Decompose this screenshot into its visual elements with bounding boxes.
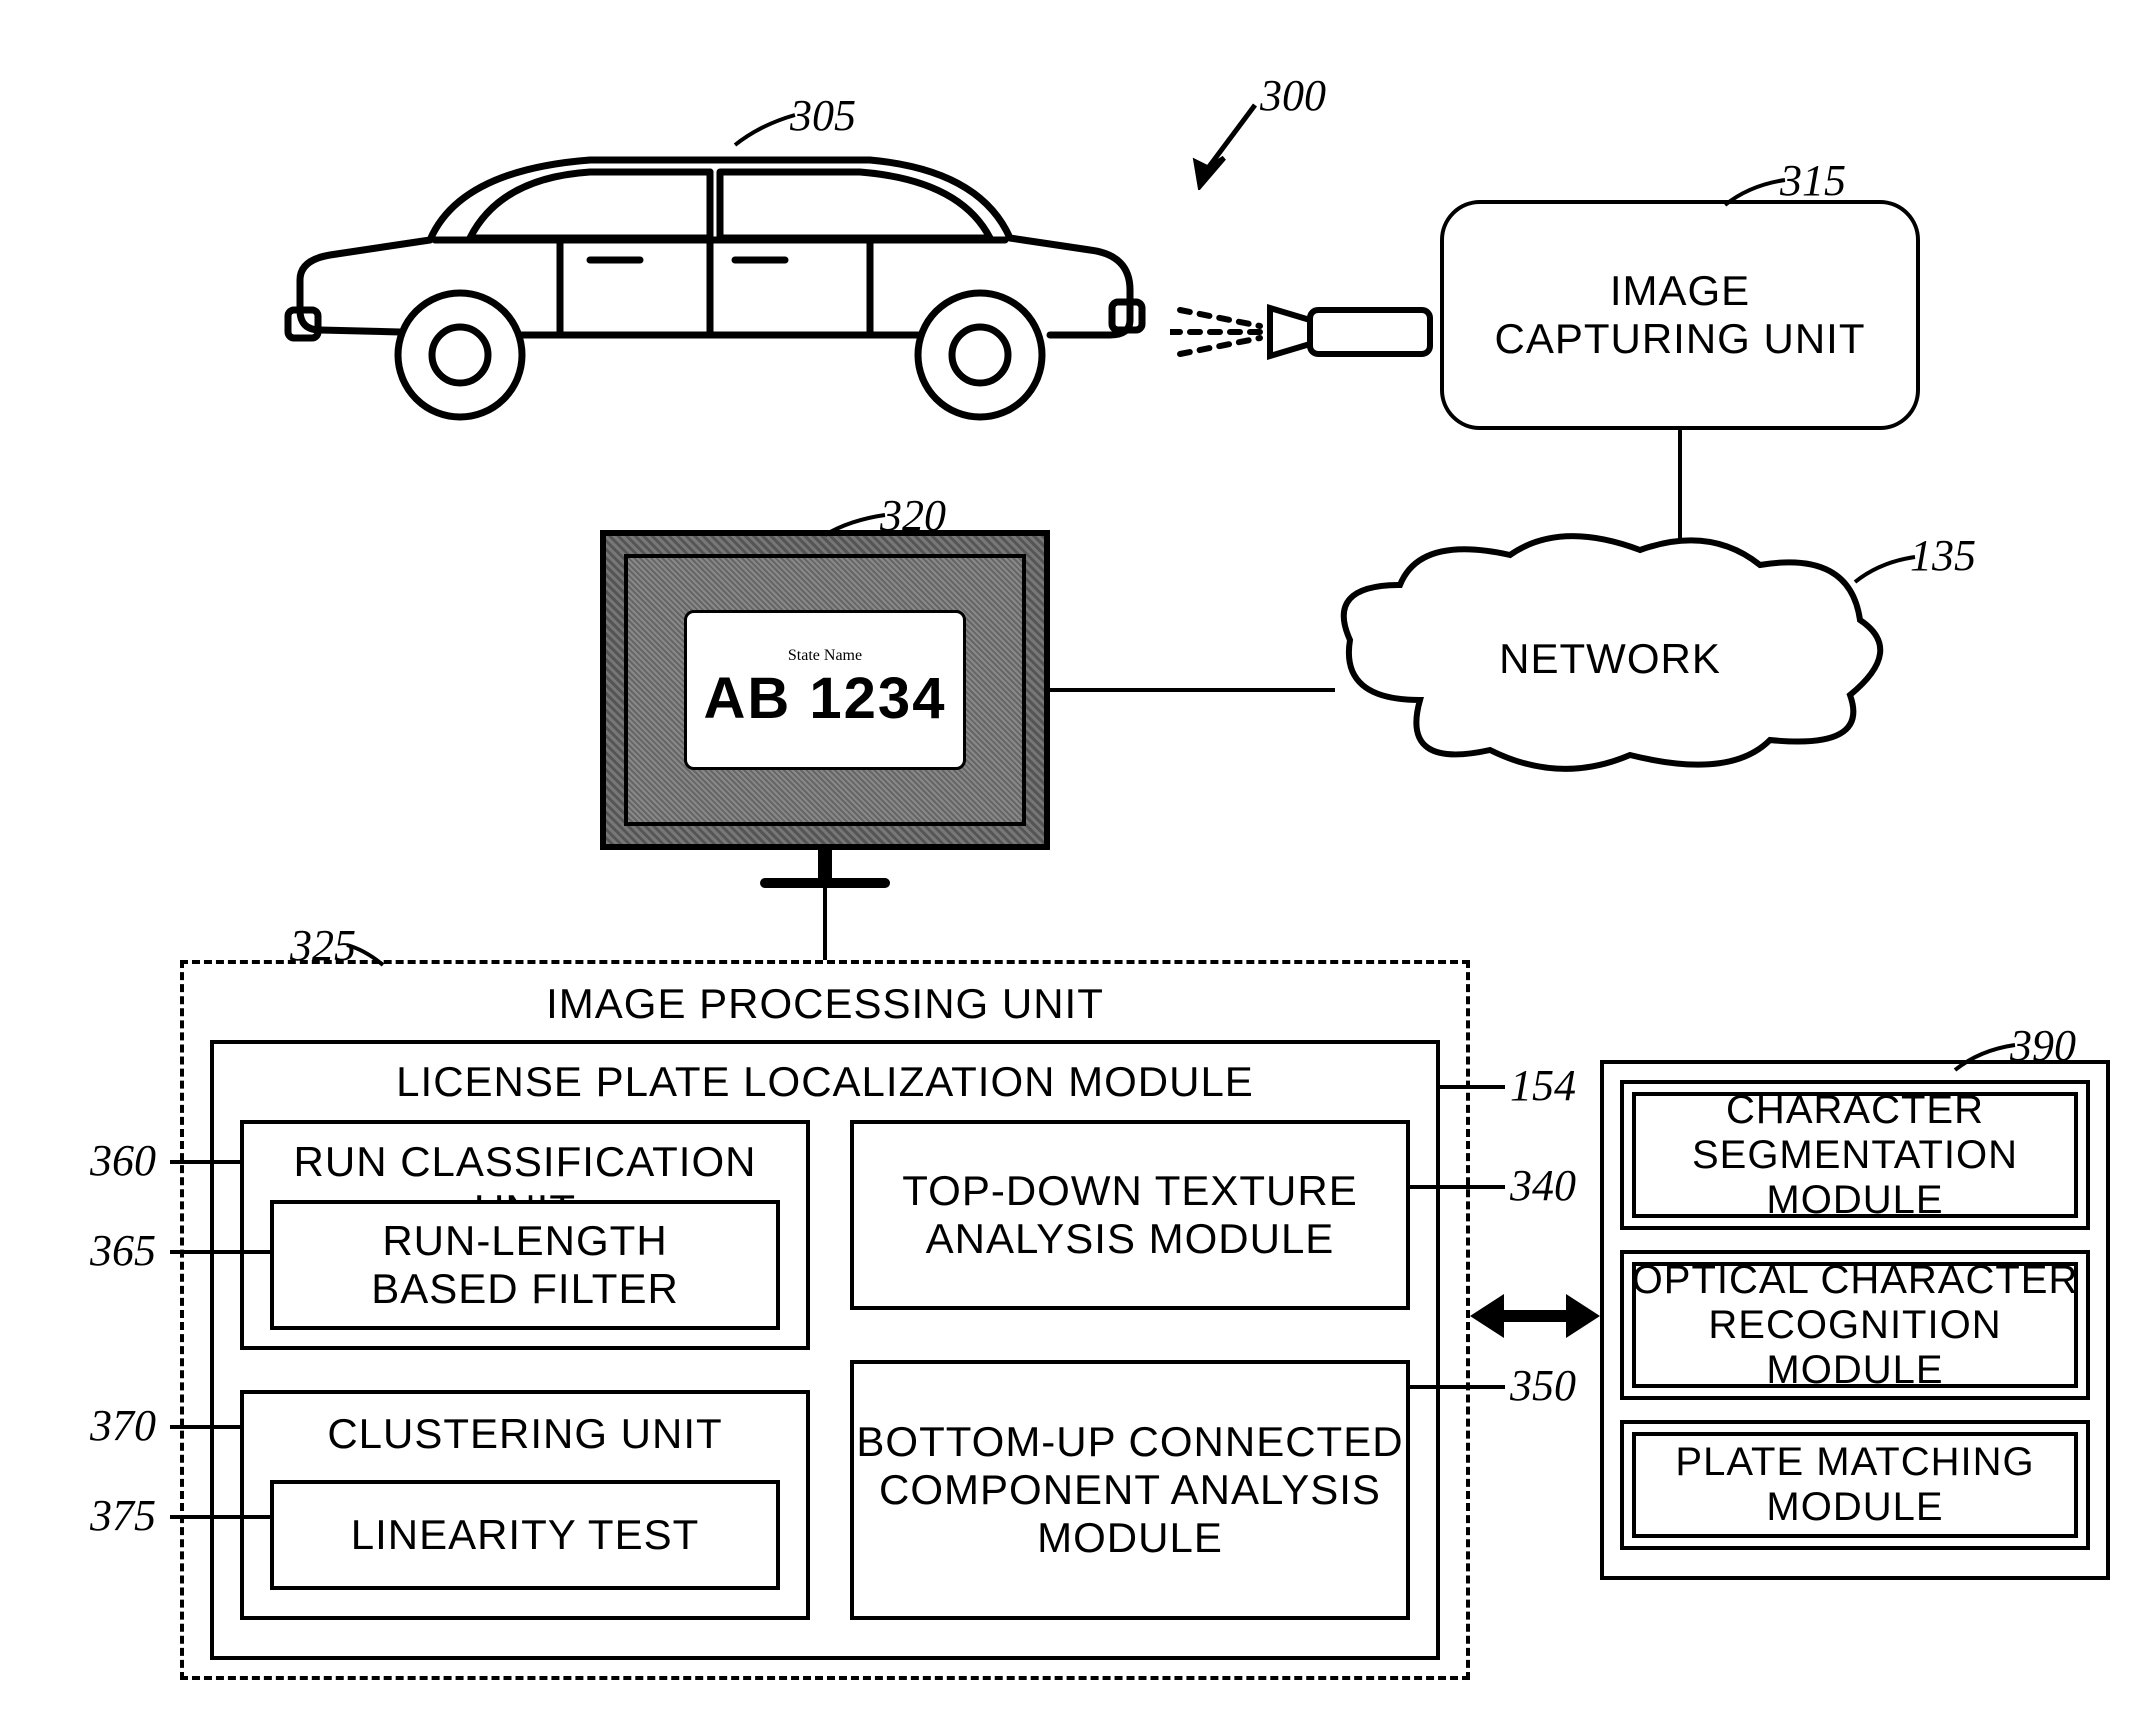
screen-box: State Name AB 1234: [600, 530, 1050, 850]
bottomup-box: BOTTOM-UP CONNECTED COMPONENT ANALYSIS M…: [850, 1360, 1410, 1620]
ocr-label: OPTICAL CHARACTER RECOGNITION MODULE: [1624, 1258, 2086, 1393]
license-plate: State Name AB 1234: [684, 610, 966, 769]
edge-screen-ipu: [823, 888, 827, 960]
ref-135: 135: [1910, 530, 1976, 581]
leader-340: [1410, 1185, 1505, 1189]
ref-375: 375: [90, 1490, 156, 1541]
ocr-box: OPTICAL CHARACTER RECOGNITION MODULE: [1620, 1250, 2090, 1400]
ref-315: 315: [1780, 155, 1846, 206]
leader-360: [170, 1160, 240, 1164]
ref-360: 360: [90, 1135, 156, 1186]
plate-match-box: PLATE MATCHING MODULE: [1620, 1420, 2090, 1550]
ref-320: 320: [880, 490, 946, 541]
ref-154: 154: [1510, 1060, 1576, 1111]
edge-capture-network: [1678, 430, 1682, 540]
camera-icon: [1170, 290, 1440, 370]
leader-154: [1440, 1085, 1505, 1089]
ref-325: 325: [290, 920, 356, 971]
image-capturing-unit-label: IMAGE CAPTURING UNIT: [1495, 267, 1866, 363]
topdown-box: TOP-DOWN TEXTURE ANALYSIS MODULE: [850, 1120, 1410, 1310]
screen-stand-stem: [818, 850, 832, 880]
image-capturing-unit-box: IMAGE CAPTURING UNIT: [1440, 200, 1920, 430]
diagram-canvas: IMAGE CAPTURING UNIT NETWORK State Name …: [0, 0, 2156, 1734]
ref-300: 300: [1260, 70, 1326, 121]
ref-305: 305: [790, 90, 856, 141]
plate-state: State Name: [788, 647, 862, 665]
car-drawing: [260, 120, 1160, 430]
clustering-label: CLUSTERING UNIT: [240, 1410, 810, 1458]
linearity-label: LINEARITY TEST: [351, 1511, 700, 1559]
network-label: NETWORK: [1330, 635, 1890, 683]
lpl-title: LICENSE PLATE LOCALIZATION MODULE: [210, 1058, 1440, 1106]
edge-screen-network: [1050, 688, 1335, 692]
plate-match-label: PLATE MATCHING MODULE: [1624, 1440, 2086, 1530]
run-len-box: RUN-LENGTH BASED FILTER: [270, 1200, 780, 1330]
leader-365: [170, 1250, 270, 1254]
ref-370: 370: [90, 1400, 156, 1451]
leader-350: [1410, 1385, 1505, 1389]
char-seg-label: CHARACTER SEGMENTATION MODULE: [1624, 1088, 2086, 1223]
screen-stand-base: [760, 878, 890, 888]
ref-365: 365: [90, 1225, 156, 1276]
linearity-box: LINEARITY TEST: [270, 1480, 780, 1590]
run-len-label: RUN-LENGTH BASED FILTER: [371, 1217, 679, 1313]
ipu-title: IMAGE PROCESSING UNIT: [180, 980, 1470, 1028]
leader-375: [170, 1515, 270, 1519]
screen-inner: State Name AB 1234: [624, 554, 1026, 826]
ref-340: 340: [1510, 1160, 1576, 1211]
ref-390: 390: [2010, 1020, 2076, 1071]
topdown-label: TOP-DOWN TEXTURE ANALYSIS MODULE: [902, 1167, 1357, 1263]
ref-300-arrow-icon: [1190, 100, 1270, 190]
leader-370: [170, 1425, 240, 1429]
char-seg-box: CHARACTER SEGMENTATION MODULE: [1620, 1080, 2090, 1230]
plate-number: AB 1234: [704, 665, 947, 732]
ref-350: 350: [1510, 1360, 1576, 1411]
bottomup-label: BOTTOM-UP CONNECTED COMPONENT ANALYSIS M…: [856, 1418, 1403, 1562]
